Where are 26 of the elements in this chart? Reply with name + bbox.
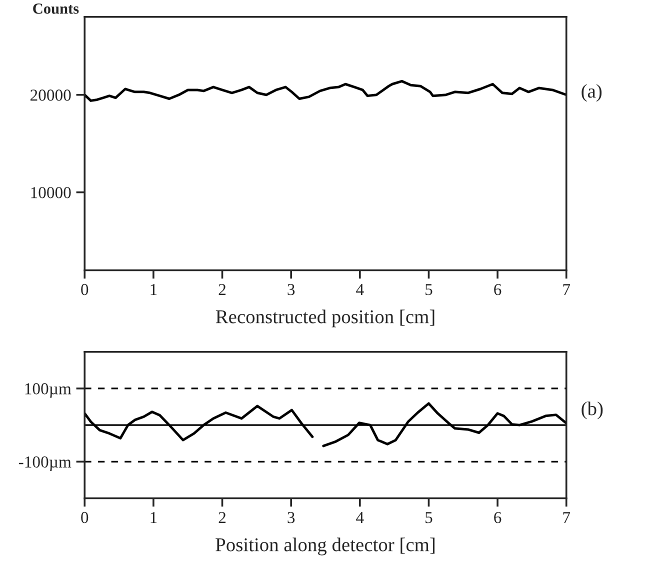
x-tick-label: 6 [494, 284, 502, 296]
x-tick-label: 4 [356, 512, 364, 524]
x-tick-label: 2 [218, 284, 226, 295]
line-series [84, 80, 566, 102]
x-tick-label: 0 [81, 284, 88, 296]
y-tick-label: 100µm [25, 383, 72, 398]
x-tick-label: 6 [494, 512, 502, 524]
y-tick-label: 10000 [31, 186, 71, 198]
x-tick-label: 2 [218, 512, 226, 524]
x-tick-label: 4 [356, 284, 364, 295]
x-tick-label: 5 [426, 512, 432, 524]
x-tick-label: 1 [150, 284, 157, 295]
x-tick-label: 3 [288, 284, 295, 296]
y-tick-label: -100µm [18, 456, 72, 471]
x-tick-label: 5 [426, 284, 432, 296]
text: (a) [582, 84, 602, 102]
x-axis-title: Position along detector [cm] [216, 538, 434, 556]
x-tick-label: 1 [150, 512, 157, 524]
y-tick-label: 20000 [30, 90, 71, 101]
y-axis-title: Counts [33, 4, 79, 14]
text: (b) [582, 402, 603, 420]
x-axis-title: Reconstructed position [cm] [216, 310, 434, 328]
x-tick-label: 7 [563, 512, 570, 524]
x-tick-label: 0 [81, 512, 88, 524]
x-tick-label: 7 [563, 284, 570, 295]
x-tick-label: 3 [288, 512, 295, 524]
